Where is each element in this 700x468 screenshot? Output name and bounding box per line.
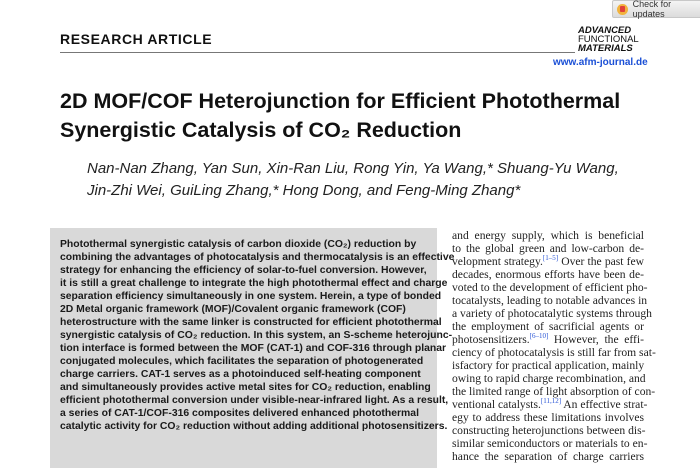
abstract-line: and simultaneously provides active metal… [60, 382, 431, 393]
check-for-updates-icon [617, 3, 628, 15]
body-line: and energy supply, which is beneficial [452, 229, 644, 242]
body-line: the employment of sacrificial agents or [452, 320, 644, 333]
citation-link[interactable]: [6–10] [529, 332, 549, 340]
abstract-line: catalytic activity for CO₂ reduction wit… [60, 421, 448, 432]
body-line: decades, enormous efforts have been de- [452, 268, 644, 281]
author-list: Nan-Nan Zhang, Yan Sun, Xin-Ran Liu, Ron… [87, 158, 619, 202]
body-line: photosensitizers.[6–10] However, the eff… [452, 332, 644, 347]
abstract-line: conjugated molecules, which facilitates … [60, 356, 424, 367]
journal-logo: ADVANCED FUNCTIONAL MATERIALS [578, 25, 648, 54]
abstract-line: charge carriers. CAT-1 serves as a photo… [60, 369, 421, 380]
abstract-box: Photothermal synergistic catalysis of ca… [50, 228, 454, 468]
body-line: similar semiconductors or materials to e… [452, 437, 648, 450]
body-line: constructing heterojunctions between dis… [452, 424, 646, 437]
logo-line: ADVANCED [578, 25, 632, 36]
abstract-text: Photothermal synergistic catalysis of ca… [60, 238, 454, 433]
abstract-line: Photothermal synergistic catalysis of ca… [60, 239, 417, 250]
check-for-updates-label: Check for updates [632, 0, 672, 19]
body-line: a variety of photocatalytic systems thro… [452, 307, 652, 320]
article-title: 2D MOF/COF Heterojunction for Efficient … [60, 87, 620, 145]
abstract-line: synergistic catalysis of CO₂ reduction. … [60, 330, 453, 341]
title-line: 2D MOF/COF Heterojunction for Efficient … [60, 89, 621, 113]
body-line: egy to address these limitations involve… [452, 411, 644, 424]
author-line: Nan-Nan Zhang, Yan Sun, Xin-Ran Liu, Ron… [87, 160, 619, 177]
body-line: voted to the development of efficient ph… [452, 281, 648, 294]
citation-link[interactable]: [1–5] [542, 254, 559, 262]
abstract-line: a series of CAT-1/COF-316 composites del… [60, 408, 419, 419]
journal-url-link[interactable]: www.afm-journal.de [553, 57, 648, 68]
body-line: isfactory for practical application, mai… [452, 359, 645, 372]
body-line: owing to rapid charge recombination, and [452, 372, 646, 385]
body-text-column: and energy supply, which is beneficial to… [452, 229, 656, 463]
abstract-line: 2D Metal organic framework (MOF)/Covalen… [60, 304, 406, 315]
header-rule [60, 52, 575, 53]
abstract-line: strategy for enhancing the efficiency of… [60, 265, 427, 276]
body-line: velopment strategy.[1–5] Over the past f… [452, 254, 644, 269]
logo-line: FUNCTIONAL [578, 34, 639, 45]
author-line: Jin-Zhi Wei, GuiLing Zhang,* Hong Dong, … [87, 182, 521, 199]
abstract-line: heterostructure with the same linker is … [60, 317, 442, 328]
abstract-line: efficient photothermal conversion under … [60, 395, 449, 406]
body-line: ciency of photocatalysis is still far fr… [452, 346, 656, 359]
body-line: ventional catalysts.[11,12] An effective… [452, 397, 648, 412]
body-line: the limited range of light absorption of… [452, 385, 656, 398]
abstract-line: separation efficiency simultaneously in … [60, 291, 442, 302]
title-line: Synergistic Catalysis of CO₂ Reduction [60, 118, 462, 142]
abstract-line: it is still a great challenge to integra… [60, 278, 448, 289]
body-line: to the global green and low-carbon de- [452, 242, 644, 255]
body-line: tocatalysts, leading to notable advances… [452, 294, 648, 307]
check-for-updates-button[interactable]: Check for updates [612, 0, 700, 19]
logo-line: MATERIALS [578, 43, 633, 54]
section-label: RESEARCH ARTICLE [60, 31, 213, 47]
abstract-line: combining the advantages of photocatalys… [60, 252, 455, 263]
body-line: hance the separation of charge carriers [452, 450, 644, 463]
abstract-line: tion interface is formed between the MOF… [60, 343, 447, 354]
citation-link[interactable]: [11,12] [540, 397, 562, 405]
